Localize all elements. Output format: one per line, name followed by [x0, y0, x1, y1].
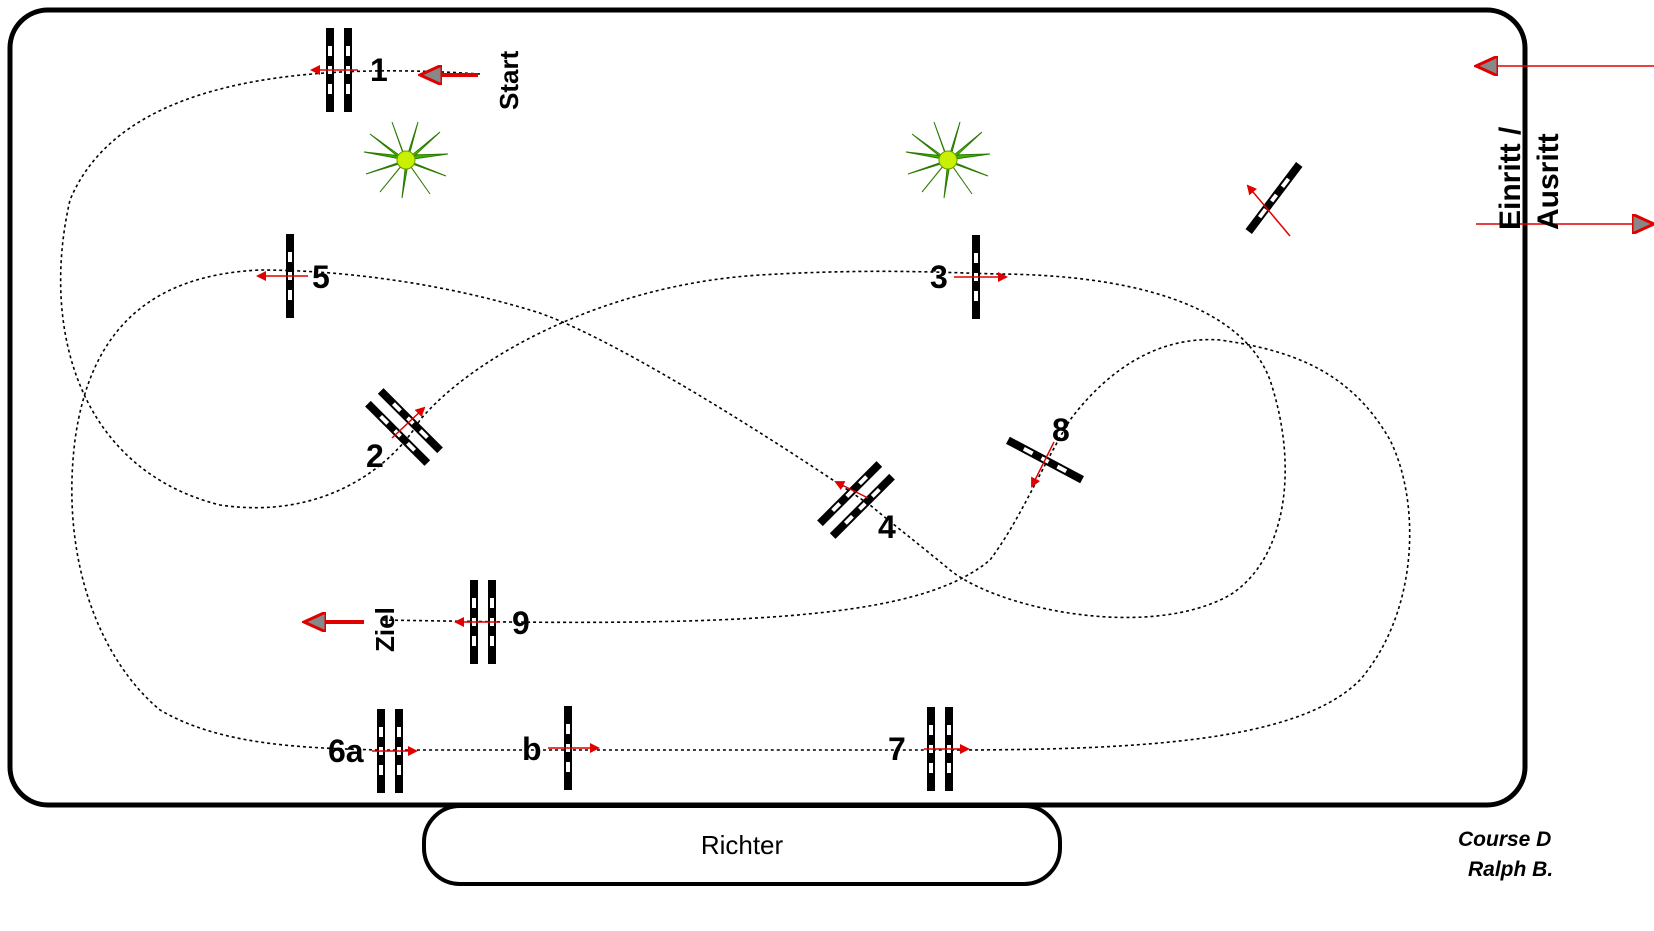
- obstacle-5-label: 5: [312, 259, 330, 295]
- obstacle-2: 2: [365, 388, 443, 474]
- credit-line2: Ralph B.: [1468, 858, 1553, 881]
- arena-border: [7, 7, 1528, 808]
- obstacle-3: 3: [930, 235, 1008, 319]
- judge-label: Richter: [701, 830, 784, 860]
- obstacle-1-label: 1: [370, 52, 388, 88]
- obstacle-4: 4: [817, 461, 896, 545]
- obstacle-9: 9: [454, 580, 530, 664]
- obstacle-7: 7: [888, 707, 970, 791]
- credit-line1: Course D: [1458, 828, 1551, 851]
- entry-exit-line1: Einritt /: [1494, 126, 1527, 230]
- plant-icon: [905, 121, 991, 199]
- obstacle-6b: b: [522, 706, 600, 790]
- obstacle-3-label: 3: [930, 259, 948, 295]
- obstacle-5: 5: [256, 234, 330, 318]
- obstacle-entry: [1245, 162, 1303, 237]
- obstacle-8-label: 8: [1052, 412, 1070, 448]
- obstacle-9-label: 9: [512, 605, 530, 641]
- obstacle-6a: 6a: [328, 709, 418, 793]
- finish-label: Ziel: [370, 607, 400, 652]
- obstacle-6b-label: b: [522, 731, 542, 767]
- entry-exit-label: Einritt / Ausritt: [1494, 118, 1565, 230]
- obstacle-1: 1: [310, 28, 388, 112]
- obstacle-2-label: 2: [366, 438, 384, 474]
- obstacle-6a-label: 6a: [328, 733, 364, 769]
- course-path: [59, 70, 1411, 751]
- judge-box: [422, 804, 1062, 886]
- obstacle-4-label: 4: [878, 509, 896, 545]
- obstacle-7-label: 7: [888, 731, 906, 767]
- start-label: Start: [494, 50, 524, 110]
- plant-icon: [363, 121, 449, 199]
- obstacle-8: 8: [1006, 412, 1084, 488]
- entry-exit-line2: Ausritt: [1532, 133, 1565, 230]
